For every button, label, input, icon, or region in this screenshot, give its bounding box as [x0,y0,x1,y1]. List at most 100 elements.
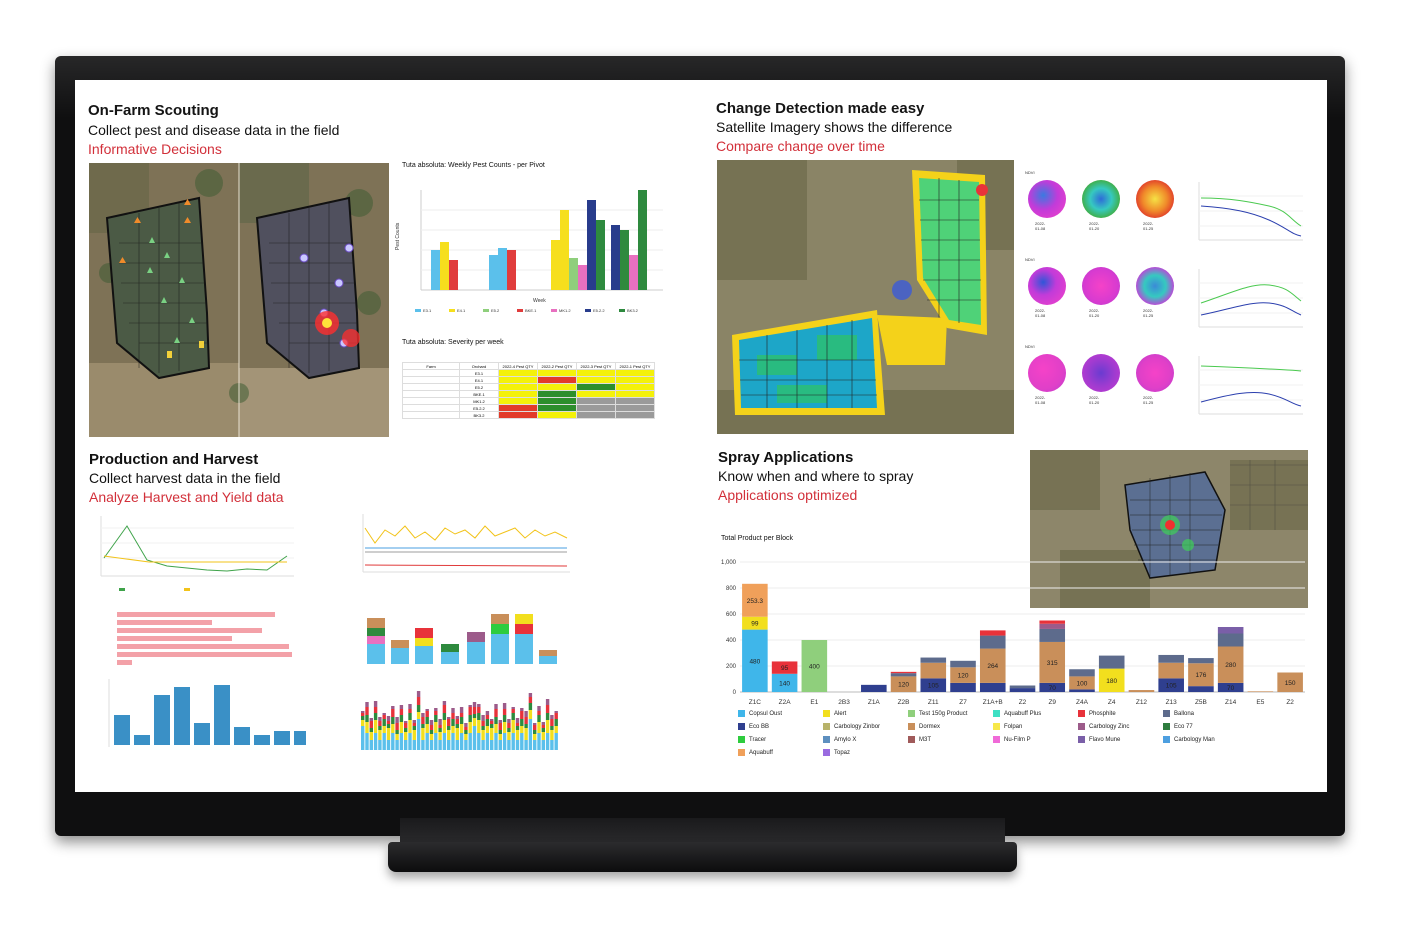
ndvi-orchard-image[interactable] [1028,180,1066,218]
bar-segment[interactable] [979,648,1006,683]
bar-segment[interactable] [771,673,798,692]
ndvi-orchard-image[interactable] [1136,354,1174,392]
bar-segment[interactable] [1128,690,1155,692]
ndvi-orchard-image[interactable] [1082,267,1120,305]
bar-segment[interactable] [1039,623,1066,629]
legend-item[interactable]: Carbology Zinc [1078,723,1129,730]
spray-chart-title: Total Product per Block [721,535,793,542]
bar-segment[interactable] [1217,682,1244,692]
bar-segment[interactable] [1217,633,1244,647]
legend-item[interactable]: Topaz [823,749,850,756]
severity-table: Farm Orchard 2022-4 Pest QTY 2022-2 Pest… [402,362,655,419]
bar-segment[interactable] [979,630,1006,636]
change-detection-satellite-map[interactable] [717,160,1014,434]
bar-segment[interactable] [742,616,768,630]
bar-segment[interactable] [890,673,917,677]
bar-segment[interactable] [890,671,917,674]
bar-segment[interactable] [1217,627,1244,634]
spray-satellite-map[interactable] [1030,450,1308,608]
ndvi-orchard-image[interactable] [1082,180,1120,218]
legend-item[interactable]: Aquabuff Plus [993,710,1041,717]
bar-segment[interactable] [1158,662,1184,679]
bar-segment[interactable] [1069,689,1095,692]
legend-item[interactable]: M3T [908,736,931,743]
legend-item[interactable]: Alert [823,710,846,717]
bar-segment[interactable] [950,682,976,692]
bar-segment[interactable] [1277,672,1303,693]
legend-item[interactable]: Aquabuff [738,749,773,756]
dense-bar-segment [451,719,455,726]
bar-segment[interactable] [1009,688,1036,692]
scouting-satellite-map[interactable] [89,163,389,437]
legend-item[interactable]: Eco 77 [1163,723,1193,730]
bar-segment[interactable] [801,640,828,692]
bar-segment[interactable] [1069,676,1095,690]
dense-bar-segment [464,734,468,740]
legend-item[interactable]: Folpan [993,723,1022,730]
bar-segment[interactable] [1217,646,1244,683]
legend-item[interactable]: Flavo Mune [1078,736,1120,743]
legend-item[interactable]: Amylo X [823,736,856,743]
bar-segment[interactable] [1188,686,1214,692]
bar-segment[interactable] [950,660,976,668]
severity-header-cell: Orchard [459,362,499,370]
legend-item[interactable]: Eco BB [738,723,769,730]
bar-segment[interactable] [742,583,768,617]
dense-bar-segment [524,728,528,740]
severity-orchard-cell: BKE.1 [459,390,499,398]
legend-item[interactable]: Carbology Man [1163,736,1215,743]
legend-item[interactable]: Dormex [908,723,940,730]
bar-segment[interactable] [1158,654,1184,663]
legend-item[interactable]: Tracer [738,736,766,743]
bar-segment[interactable] [1069,669,1095,677]
dense-bar-segment [520,719,524,726]
dense-bar-segment [520,711,524,719]
dense-bar-segment [408,720,412,733]
dense-bar-segment [468,707,472,715]
bar-segment[interactable] [1039,628,1066,642]
bar-segment[interactable] [890,676,917,692]
legend-label: E4.1 [457,308,466,313]
legend-item[interactable]: Ballona [1163,710,1194,717]
dense-bar-segment [369,728,373,732]
ndvi-orchard-image[interactable] [1136,267,1174,305]
bar-segment[interactable] [1039,682,1066,692]
data-label: 253.3 [747,598,764,605]
bar-segment[interactable] [979,682,1006,692]
bar-segment[interactable] [1098,668,1125,692]
legend-item[interactable]: Nu-Film P [993,736,1031,743]
ndvi-orchard-image[interactable] [1082,354,1120,392]
legend-swatch [908,710,915,717]
ndvi-label: NDVI [1025,170,1035,175]
ndvi-date: 2022-01-25 [1143,308,1154,318]
bar-segment[interactable] [771,661,798,674]
bar-segment[interactable] [1039,641,1066,683]
ndvi-orchard-image[interactable] [1028,267,1066,305]
bar-segment[interactable] [1009,685,1036,689]
bar-segment[interactable] [920,657,947,663]
bar-segment[interactable] [861,684,887,692]
dense-bar-segment [537,722,541,733]
bar-segment[interactable] [920,678,947,692]
bar-segment[interactable] [979,635,1006,649]
bar-segment[interactable] [950,667,976,683]
bar-segment[interactable] [1188,658,1214,664]
bar-segment[interactable] [1158,678,1184,692]
ndvi-orchard-image[interactable] [1028,354,1066,392]
legend-item[interactable]: Carbology Zinbor [823,723,880,730]
dense-bar-segment [361,711,365,713]
bar-segment[interactable] [1247,691,1274,692]
bar-segment[interactable] [1188,663,1214,687]
legend-item[interactable]: Copsul Oust [738,710,782,717]
harvest-stacked-bar-chart [367,614,557,664]
severity-orchard-cell: E5.2.2 [459,404,499,412]
legend-item[interactable]: Phosphite [1078,710,1116,717]
bar-segment[interactable] [1098,655,1125,669]
bar-segment[interactable] [1039,620,1066,624]
dense-bar-segment [464,740,468,750]
bar-segment[interactable] [920,662,947,679]
bar-segment[interactable] [742,629,768,692]
dense-bar-segment [459,724,464,733]
ndvi-orchard-image[interactable] [1136,180,1174,218]
legend-item[interactable]: Test 150g Product [908,710,967,717]
